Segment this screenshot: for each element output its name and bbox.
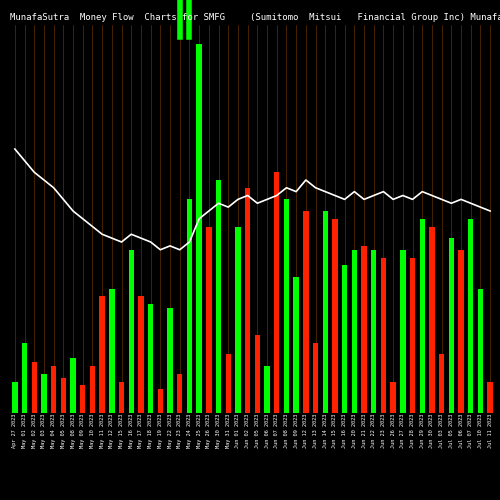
Bar [322,211,328,412]
Bar [245,188,250,412]
Bar [216,180,221,412]
Bar [148,304,154,412]
Bar [274,172,280,412]
Bar [488,382,493,412]
Bar [236,226,240,412]
Bar [138,296,143,412]
Bar [352,250,357,412]
Bar [168,308,172,412]
Bar [313,343,318,412]
Bar [90,366,95,412]
Bar [254,335,260,412]
Bar [109,288,114,412]
Bar [22,343,27,412]
Bar [371,250,376,412]
Bar [206,226,212,412]
Bar [400,250,406,412]
Bar [430,226,434,412]
Bar [420,219,425,412]
Text: (Sumitomo  Mitsui   Financial Group Inc) MunafaSutra.com: (Sumitomo Mitsui Financial Group Inc) Mu… [250,12,500,22]
Bar [390,382,396,412]
Bar [32,362,37,412]
Bar [284,200,289,412]
Bar [439,354,444,412]
Bar [42,374,46,412]
Bar [177,374,182,412]
Bar [332,219,338,412]
Text: MunafaSutra  Money Flow  Charts for SMFG: MunafaSutra Money Flow Charts for SMFG [10,12,225,22]
Bar [362,246,366,412]
Bar [303,211,308,412]
Bar [458,250,464,412]
Bar [51,366,57,412]
Bar [478,288,483,412]
Bar [264,366,270,412]
Bar [158,389,163,412]
Bar [381,258,386,412]
Bar [128,250,134,412]
Bar [60,378,66,412]
Bar [226,354,231,412]
Bar [196,44,202,412]
Bar [187,200,192,412]
Bar [100,296,105,412]
Bar [468,219,473,412]
Bar [119,382,124,412]
Bar [410,258,415,412]
Bar [342,265,347,412]
Bar [70,358,76,412]
Bar [294,277,299,412]
Bar [80,386,86,412]
Bar [12,382,18,412]
Bar [448,238,454,412]
